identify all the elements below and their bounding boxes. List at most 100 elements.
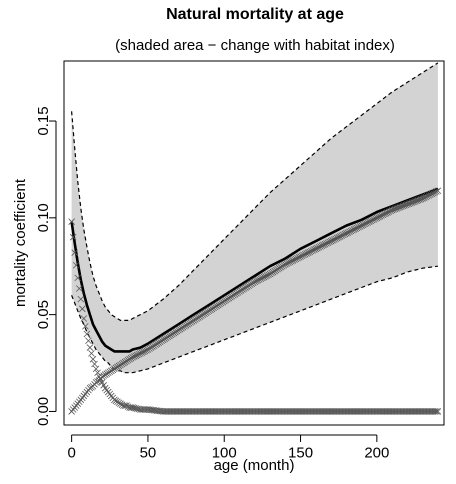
series-1-point (394, 408, 402, 415)
series-2-point (333, 234, 341, 242)
x-tick-label: 200 (364, 444, 389, 461)
series-1-point (434, 408, 442, 415)
series-1-point (295, 408, 303, 415)
series-1-point (94, 369, 101, 377)
series-1-point (372, 408, 379, 415)
x-tick-label: 0 (67, 444, 75, 461)
series-1-point (320, 408, 327, 415)
series-1-point (286, 408, 294, 415)
series-1-point (176, 408, 184, 415)
series-1-point (307, 408, 315, 415)
series-1-point (69, 233, 77, 241)
series-1-point (347, 408, 355, 415)
series-1-point (260, 408, 268, 415)
series-1-point (301, 408, 309, 415)
series-1-point (414, 408, 422, 415)
series-1-point (161, 408, 169, 415)
series-1-point (184, 408, 191, 415)
series-1-point (422, 408, 429, 415)
series-1-point (251, 408, 259, 415)
series-1-point (393, 408, 400, 415)
series-2-point (295, 254, 303, 261)
series-1-point (291, 408, 298, 415)
series-2-point (306, 248, 313, 256)
series-1-markers (68, 218, 442, 415)
series-1-point (352, 408, 359, 415)
series-1-point (198, 408, 205, 415)
series-1-point (332, 408, 339, 415)
series-2-point (315, 243, 323, 251)
series-1-point (137, 406, 144, 413)
y-axis-title: mortality coefficient (12, 178, 29, 307)
series-1-point (338, 408, 346, 415)
series-2-point (141, 347, 149, 355)
series-2-point (349, 226, 356, 234)
series-2-point (359, 221, 367, 229)
x-axis-title: age (month) (214, 457, 295, 474)
series-1-point (274, 408, 281, 415)
x-axis: 0 50 100 150 200 (67, 434, 389, 461)
series-2-point (370, 216, 378, 223)
series-2-point (288, 257, 295, 265)
series-2-point (298, 252, 306, 260)
series-1-point (227, 408, 234, 415)
series-2-point (433, 188, 440, 195)
series-1-point (321, 408, 329, 415)
series-1-point (373, 408, 381, 415)
series-1-point (381, 408, 388, 415)
y-axis: 0.00 0.05 0.10 0.15 (35, 106, 57, 426)
series-2-point (301, 250, 309, 258)
series-1-point (140, 406, 147, 413)
series-2-point (289, 257, 297, 264)
series-2-point (133, 351, 141, 359)
series-1-point (257, 408, 265, 415)
series-1-point (425, 408, 433, 415)
series-1-point (225, 408, 233, 415)
series-1-point (417, 408, 425, 415)
series-2-point (257, 275, 265, 282)
series-1-point (88, 350, 95, 357)
series-1-point (268, 408, 275, 415)
series-1-point (285, 408, 292, 415)
y-tick-label: 0.05 (35, 300, 52, 329)
series-1-point (231, 408, 239, 415)
series-1-point (288, 408, 295, 415)
series-1-point (243, 408, 251, 415)
series-2-point (291, 256, 298, 263)
series-0-line (70, 187, 439, 353)
series-2-point (143, 346, 150, 354)
series-1-point (339, 408, 347, 415)
series-1-point (408, 408, 416, 415)
series-2-point (318, 242, 326, 249)
series-1-point (304, 408, 312, 415)
series-1-point (89, 355, 97, 363)
series-2-point (367, 217, 375, 225)
series-1-point (202, 408, 210, 415)
series-1-point (239, 408, 246, 415)
series-1-point (423, 408, 431, 415)
series-2-point (312, 245, 320, 253)
series-1-point (341, 408, 349, 415)
series-2-point (300, 251, 307, 259)
series-1-point (240, 408, 248, 415)
series-1-point (426, 408, 434, 415)
series-1-point (361, 408, 368, 415)
series-1-point (68, 218, 75, 225)
series-1-point (280, 408, 288, 415)
series-1-point (199, 408, 207, 415)
series-1-point (275, 408, 283, 415)
series-1-point (237, 408, 245, 415)
series-2-point (430, 189, 437, 197)
series-1-point (185, 408, 193, 415)
series-2-point (381, 210, 388, 218)
series-2-markers (68, 187, 442, 415)
series-1-point (353, 408, 361, 415)
series-1-point (169, 408, 176, 415)
series-2-point (425, 192, 433, 199)
series-2-point (384, 209, 391, 216)
series-1-point (343, 408, 350, 415)
series-1-point (391, 408, 399, 415)
series-1-point (384, 408, 391, 415)
series-1-point (188, 408, 196, 415)
series-2-point (321, 240, 329, 248)
